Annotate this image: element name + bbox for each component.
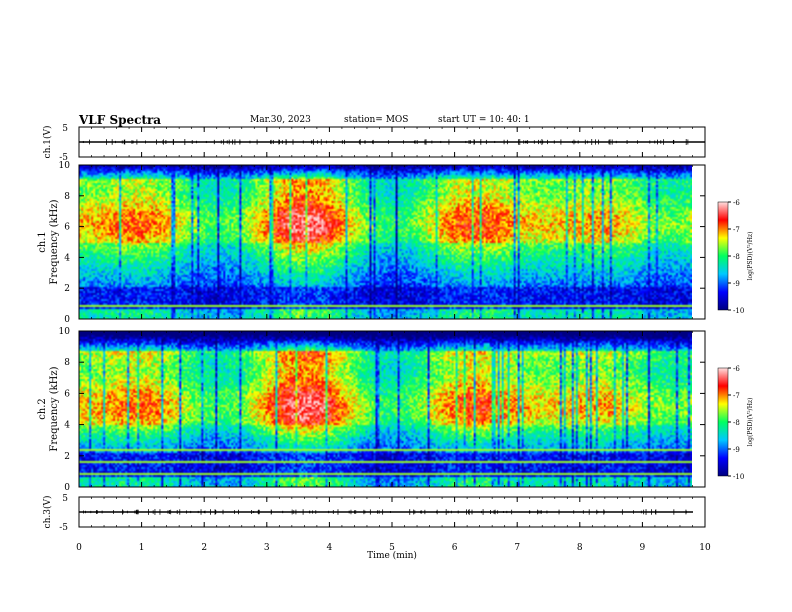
chart-title: VLF Spectra [79,113,162,127]
x-axis: 0 1 2 3 4 5 6 7 8 9 10 [76,127,711,553]
freq-tick-label: 8 [64,192,70,202]
freq-tick-label: 0 [64,483,70,493]
freq-tick-label: 4 [64,421,70,431]
colorbar-tick-label: -10 [733,473,744,481]
freq-tick-label: 10 [59,327,71,337]
ch2-frequency-label: Frequency (kHz) [49,366,60,451]
x-tick-label: 0 [76,543,82,553]
x-tick-label: 10 [699,543,711,553]
colorbar-tick-label: -8 [733,419,740,427]
colorbar-tick-label: -9 [733,280,740,288]
ch3-waveform-ylabel: ch.3(V) [42,496,53,529]
x-tick-label: 8 [577,543,583,553]
colorbar-tick-label: -9 [733,446,740,454]
ch1-spectrogram-image [79,165,692,319]
ch1-waveform-ylabel: ch.1(V) [42,126,53,159]
ch2-spectrogram-image [79,331,692,487]
station-label: station= MOS [344,115,409,125]
x-tick-label: 5 [389,543,395,553]
ch3-ytick-minus5: -5 [59,523,68,533]
ch1-channel-label: ch.1 [37,231,48,253]
freq-tick-label: 4 [64,253,70,263]
colorbar-tick-label: -7 [733,392,740,400]
ch1-spectrogram-panel: 0 2 4 6 8 10 ch.1 Frequency (kHz) [37,161,706,325]
ch2-channel-label: ch.2 [37,398,48,420]
freq-tick-label: 6 [64,389,70,399]
freq-tick-label: 2 [64,452,70,462]
ch1-ytick-minus5: -5 [59,153,68,163]
start-time-label: start UT = 10: 40: 1 [438,115,530,125]
x-tick-label: 2 [201,543,207,553]
ch1-colorbar: -6 -7 -8 -9 -10 log(PSD)(V²/Hz) [717,199,754,315]
x-tick-label: 7 [514,543,520,553]
x-axis-label: Time (min) [367,550,417,561]
freq-tick-label: 6 [64,223,70,233]
ch2-spectrogram-panel: 0 2 4 6 8 10 ch.2 Frequency (kHz) [37,327,706,493]
freq-tick-label: 8 [64,358,70,368]
colorbar-label: log(PSD)(V²/Hz) [747,398,754,447]
colorbar-gradient [717,201,729,311]
freq-tick-label: 0 [64,315,70,325]
colorbar-tick-label: -10 [733,307,744,315]
ch1-frequency-label: Frequency (kHz) [49,199,60,284]
ch1-waveform-panel: 5 -5 ch.1(V) [42,124,706,163]
colorbar-tick-label: -8 [733,253,740,261]
x-tick-label: 3 [264,543,270,553]
colorbar-tick-label: -6 [733,365,740,373]
x-tick-label: 4 [327,543,333,553]
ch1-ytick-5: 5 [62,124,68,134]
freq-tick-label: 2 [64,284,70,294]
colorbar-tick-label: -6 [733,199,740,207]
ch3-ytick-5: 5 [62,494,68,504]
colorbar-label: log(PSD)(V²/Hz) [747,232,754,281]
freq-tick-label: 10 [59,161,71,171]
date-label: Mar.30, 2023 [250,115,311,125]
x-tick-label: 6 [452,543,458,553]
colorbar-tick-label: -7 [733,226,740,234]
ch2-colorbar: -6 -7 -8 -9 -10 log(PSD)(V²/Hz) [717,365,754,481]
x-tick-label: 1 [139,543,145,553]
x-tick-label: 9 [640,543,646,553]
colorbar-gradient [717,367,729,477]
